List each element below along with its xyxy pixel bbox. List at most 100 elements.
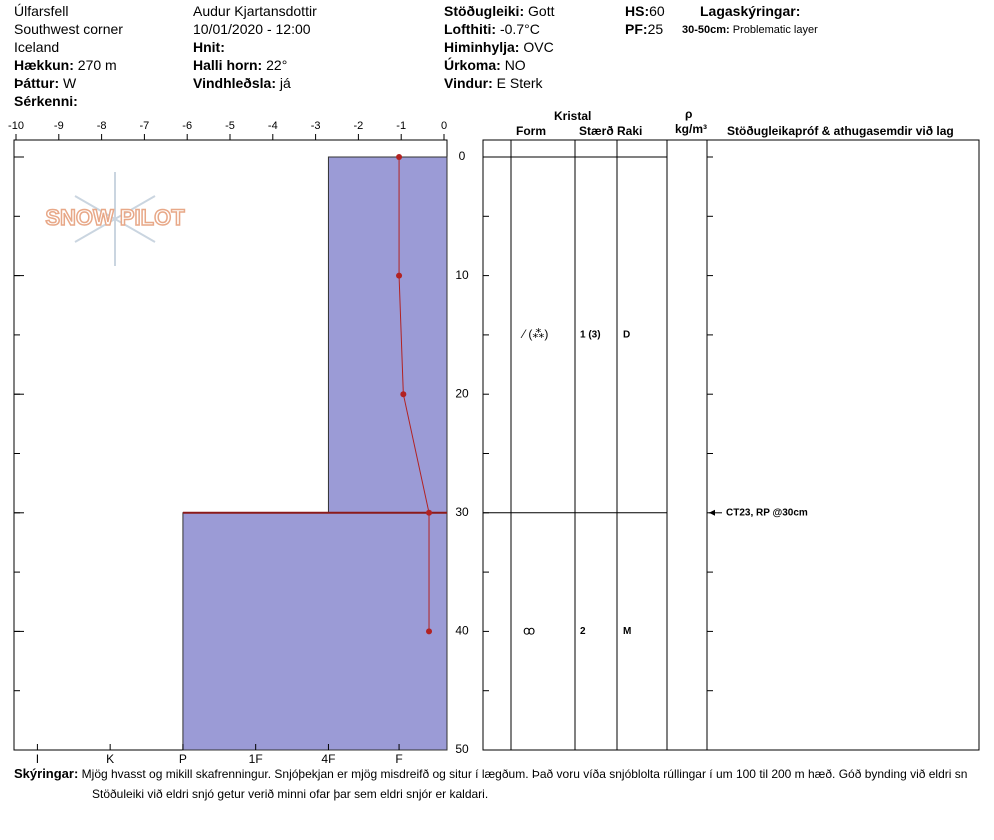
temperature-point [396, 154, 403, 160]
temperature-point [426, 628, 433, 635]
field-label: Þáttur: [14, 75, 60, 91]
field-value: OVC [523, 39, 554, 55]
field-label: Hnit: [193, 39, 225, 55]
hardness-label: F [395, 752, 402, 766]
grain-form: ꝏ [523, 624, 535, 638]
field-label: Vindur: [444, 75, 493, 91]
table-header: kg/m³ [675, 122, 707, 136]
field-label: Sérkenni: [14, 93, 78, 109]
hardness-label: P [179, 752, 187, 766]
legend-title: Lagaskýringar: [700, 3, 801, 19]
header-field: HS:60 [625, 3, 665, 19]
header-field: Iceland [14, 39, 59, 55]
header-field: Hnit: [193, 39, 225, 55]
field-value: Southwest corner [14, 21, 123, 37]
table-header: Stöðugleikapróf & athugasemdir við lag [727, 124, 954, 138]
x-tick-label: -9 [54, 120, 64, 132]
moisture: D [623, 330, 630, 341]
x-tick-label: -4 [268, 120, 278, 132]
table-header: ρ [685, 107, 692, 121]
header-field: Halli horn: 22° [193, 57, 287, 73]
field-value: E Sterk [496, 75, 543, 91]
legend-label: 30-50cm: [682, 24, 730, 36]
footer-label: Skýringar: [14, 766, 79, 781]
header-field: Hækkun: 270 m [14, 57, 117, 73]
field-label: HS: [625, 3, 650, 19]
field-label: Vindhleðsla: [193, 75, 276, 91]
field-label: Úrkoma: [444, 57, 501, 73]
footer-line: Skýringar: Mjög hvasst og mikill skafren… [14, 766, 994, 781]
field-value: Iceland [14, 39, 60, 55]
header-field: Vindhleðsla: já [193, 75, 291, 91]
y-tick-label: 10 [455, 268, 469, 282]
table-header: Form [516, 124, 546, 138]
y-tick-label: 40 [455, 624, 469, 638]
hardness-bar [327, 156, 448, 514]
y-tick-label: 30 [455, 505, 469, 519]
footer-text: Stöðuleiki við eldri snjó getur verið mi… [92, 787, 489, 801]
header-field: Audur Kjartansdottir [193, 3, 317, 19]
hardness-bar [182, 512, 448, 751]
hardness-label: I [36, 752, 39, 766]
table-frame [482, 139, 980, 751]
field-value: Úlfarsfell [14, 3, 69, 19]
logo-flake [74, 172, 156, 266]
field-value: 60 [649, 3, 665, 19]
field-value: Gott [528, 3, 555, 19]
header-field: Lofthiti: -0.7°C [444, 21, 540, 37]
hardness-label: K [106, 752, 114, 766]
moisture: M [623, 626, 631, 637]
header-field: Himinhylja: OVC [444, 39, 554, 55]
temperature-point [400, 391, 407, 398]
grain-size: 1 (3) [580, 330, 601, 341]
header-field: PF:25 [625, 21, 663, 37]
x-tick-label: 0 [441, 120, 447, 132]
header-field: Sérkenni: [14, 93, 78, 109]
field-value: 22° [266, 57, 288, 73]
header-field: Vindur: E Sterk [444, 75, 543, 91]
field-label: Hækkun: [14, 57, 74, 73]
header-field: Stöðugleiki: Gott [444, 3, 554, 19]
header-field: 10/01/2020 - 12:00 [193, 21, 311, 37]
field-label: Stöðugleiki: [444, 3, 525, 19]
temperature-point [426, 509, 433, 516]
header-field: Þáttur: W [14, 75, 76, 91]
temperature-point [396, 272, 403, 279]
field-label: Lofthiti: [444, 21, 497, 37]
field-value: 270 m [77, 57, 117, 73]
x-tick-label: -6 [182, 120, 192, 132]
header-field: Úlfarsfell [14, 3, 68, 19]
field-value: 10/01/2020 - 12:00 [193, 21, 311, 37]
table-header: Kristal [554, 109, 591, 123]
x-tick-label: -3 [311, 120, 321, 132]
hardness-label: 4F [321, 752, 335, 766]
x-tick-label: -1 [396, 120, 406, 132]
hardness-label: 1F [249, 752, 263, 766]
x-tick-label: -5 [225, 120, 235, 132]
x-tick-label: -2 [354, 120, 364, 132]
table-header: Raki [617, 124, 642, 138]
field-value: -0.7°C [499, 21, 540, 37]
x-tick-label: -10 [8, 120, 24, 132]
legend-item: 30-50cm: Problematic layer [682, 24, 818, 36]
field-label: Himinhylja: [444, 39, 520, 55]
field-value: Audur Kjartansdottir [193, 3, 317, 19]
test-label: CT23, RP @30cm [726, 507, 808, 518]
x-tick-label: -7 [140, 120, 150, 132]
y-tick-label: 50 [455, 742, 469, 756]
field-value: W [63, 75, 77, 91]
x-tick-label: -8 [97, 120, 107, 132]
grain-form: ⁄ (⁂) [520, 327, 548, 341]
field-label: PF: [625, 21, 648, 37]
header-field: Southwest corner [14, 21, 123, 37]
field-label: Halli horn: [193, 57, 263, 73]
header-field: Úrkoma: NO [444, 57, 526, 73]
field-value: 25 [647, 21, 664, 37]
legend-value: Problematic layer [732, 24, 818, 36]
y-tick-label: 20 [455, 386, 469, 400]
grain-size: 2 [580, 626, 586, 637]
y-tick-label: 0 [459, 149, 466, 163]
footer-text: Mjög hvasst og mikill skafrenningur. Snj… [81, 767, 968, 781]
